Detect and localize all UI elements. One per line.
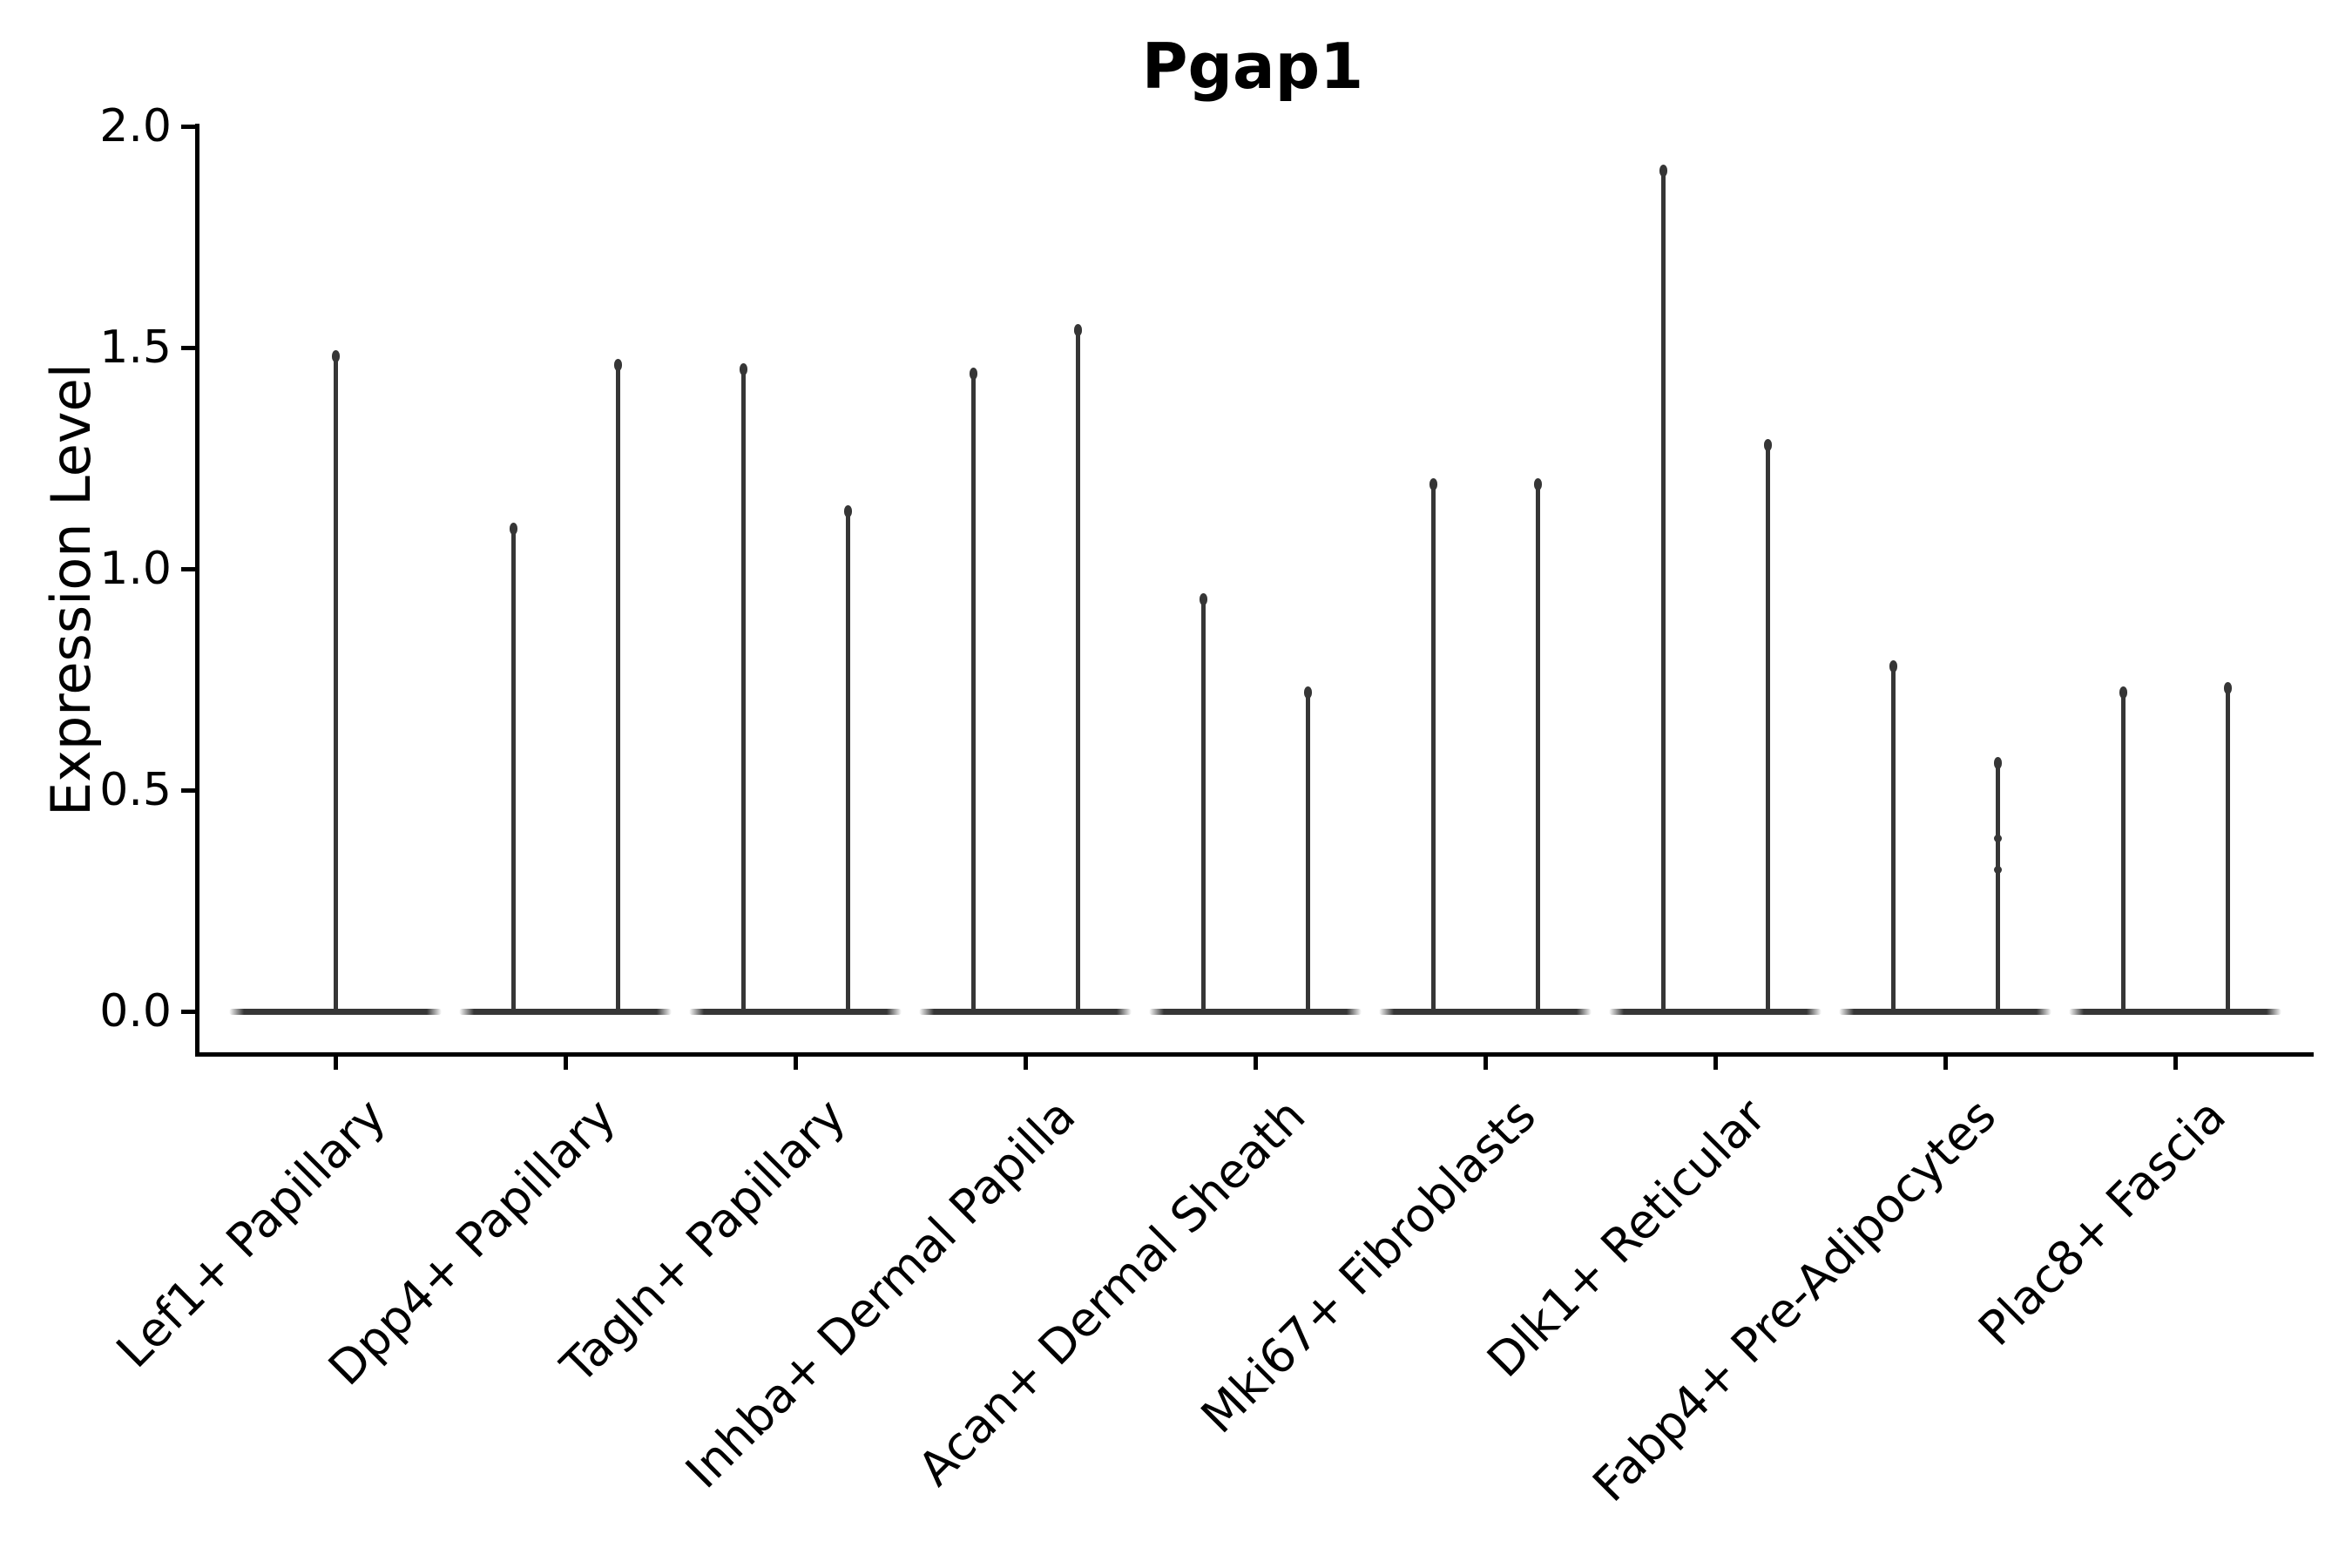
violin-spike-cap [2223, 682, 2232, 695]
violin-spike-cap [1199, 593, 1207, 606]
y-tick [181, 566, 197, 571]
violin-spike-cap [739, 363, 747, 376]
violin-spike-cap [1993, 757, 2002, 770]
violin-spike [1200, 595, 1206, 1014]
violin-spike [1430, 480, 1436, 1014]
x-axis-spine [194, 1051, 2314, 1057]
violin-base [1149, 1008, 1362, 1015]
violin-spike-cap [1659, 164, 1667, 177]
violin-spike-cap [969, 368, 977, 381]
x-tick-label: Fabp4+ Pre-Adipocytes [1581, 1088, 2006, 1512]
x-tick-label: Plac8+ Fascia [1967, 1088, 2236, 1356]
violin-spike-cap [1429, 478, 1437, 491]
chart-title: Pgap1 [1141, 30, 1364, 103]
y-tick [181, 124, 197, 129]
x-tick [1943, 1056, 1948, 1070]
violin-spike [1535, 480, 1540, 1014]
x-tick-label: Acan+ Dermal Sheath [908, 1088, 1316, 1497]
y-tick-label: 0.5 [99, 764, 172, 816]
y-tick-label: 1.0 [99, 543, 172, 595]
violin-base [689, 1008, 902, 1015]
violin-base [1609, 1008, 1821, 1015]
violin-spike-cap [613, 359, 622, 372]
violin-spike [1765, 440, 1770, 1014]
violin-spike-cap [1533, 478, 1542, 491]
y-tick [181, 1009, 197, 1014]
violin-bump [1993, 865, 2002, 874]
violin-spike-cap [1073, 323, 1082, 336]
y-tick [181, 787, 197, 793]
violin-spike-cap [509, 523, 517, 536]
x-tick [333, 1056, 338, 1070]
x-tick [1253, 1056, 1258, 1070]
violin-spike [1890, 661, 1896, 1014]
violin-spike [740, 365, 746, 1014]
violin-spike [2225, 684, 2230, 1014]
violin-spike-cap [1763, 438, 1772, 451]
violin-spike [845, 506, 850, 1014]
violin-spike [1075, 325, 1080, 1014]
y-tick [181, 345, 197, 350]
x-tick [1713, 1056, 1718, 1070]
violin-base [2069, 1008, 2281, 1015]
violin-spike-cap [843, 504, 852, 517]
x-tick [563, 1056, 568, 1070]
y-axis-spine [194, 124, 199, 1054]
x-tick [1483, 1056, 1488, 1070]
violin-spike [615, 361, 620, 1014]
violin-spike [970, 369, 976, 1014]
x-tick-label: Inhba+ Dermal Papilla [675, 1088, 1086, 1499]
violin-base [1839, 1008, 2051, 1015]
y-tick-label: 1.5 [99, 321, 172, 374]
violin-spike [1305, 688, 1310, 1014]
violin-spike-cap [1303, 686, 1312, 700]
x-tick [1023, 1056, 1028, 1070]
violin-base [919, 1008, 1132, 1015]
violin-spike [1995, 759, 2000, 1014]
violin-spike-cap [2119, 686, 2127, 700]
violin-spike-cap [331, 350, 340, 363]
y-tick-label: 2.0 [99, 100, 172, 152]
violin-spike-cap [1889, 659, 1897, 672]
violin-spike [510, 524, 516, 1014]
x-tick [793, 1056, 798, 1070]
violin-base [459, 1008, 672, 1015]
violin-bump [1993, 835, 2002, 843]
x-tick [2173, 1056, 2178, 1070]
violin-spike [1660, 166, 1666, 1014]
violin-base [1379, 1008, 1592, 1015]
violin-spike [2120, 688, 2126, 1014]
violin-spike [333, 352, 338, 1014]
y-tick-label: 0.0 [99, 985, 172, 1037]
